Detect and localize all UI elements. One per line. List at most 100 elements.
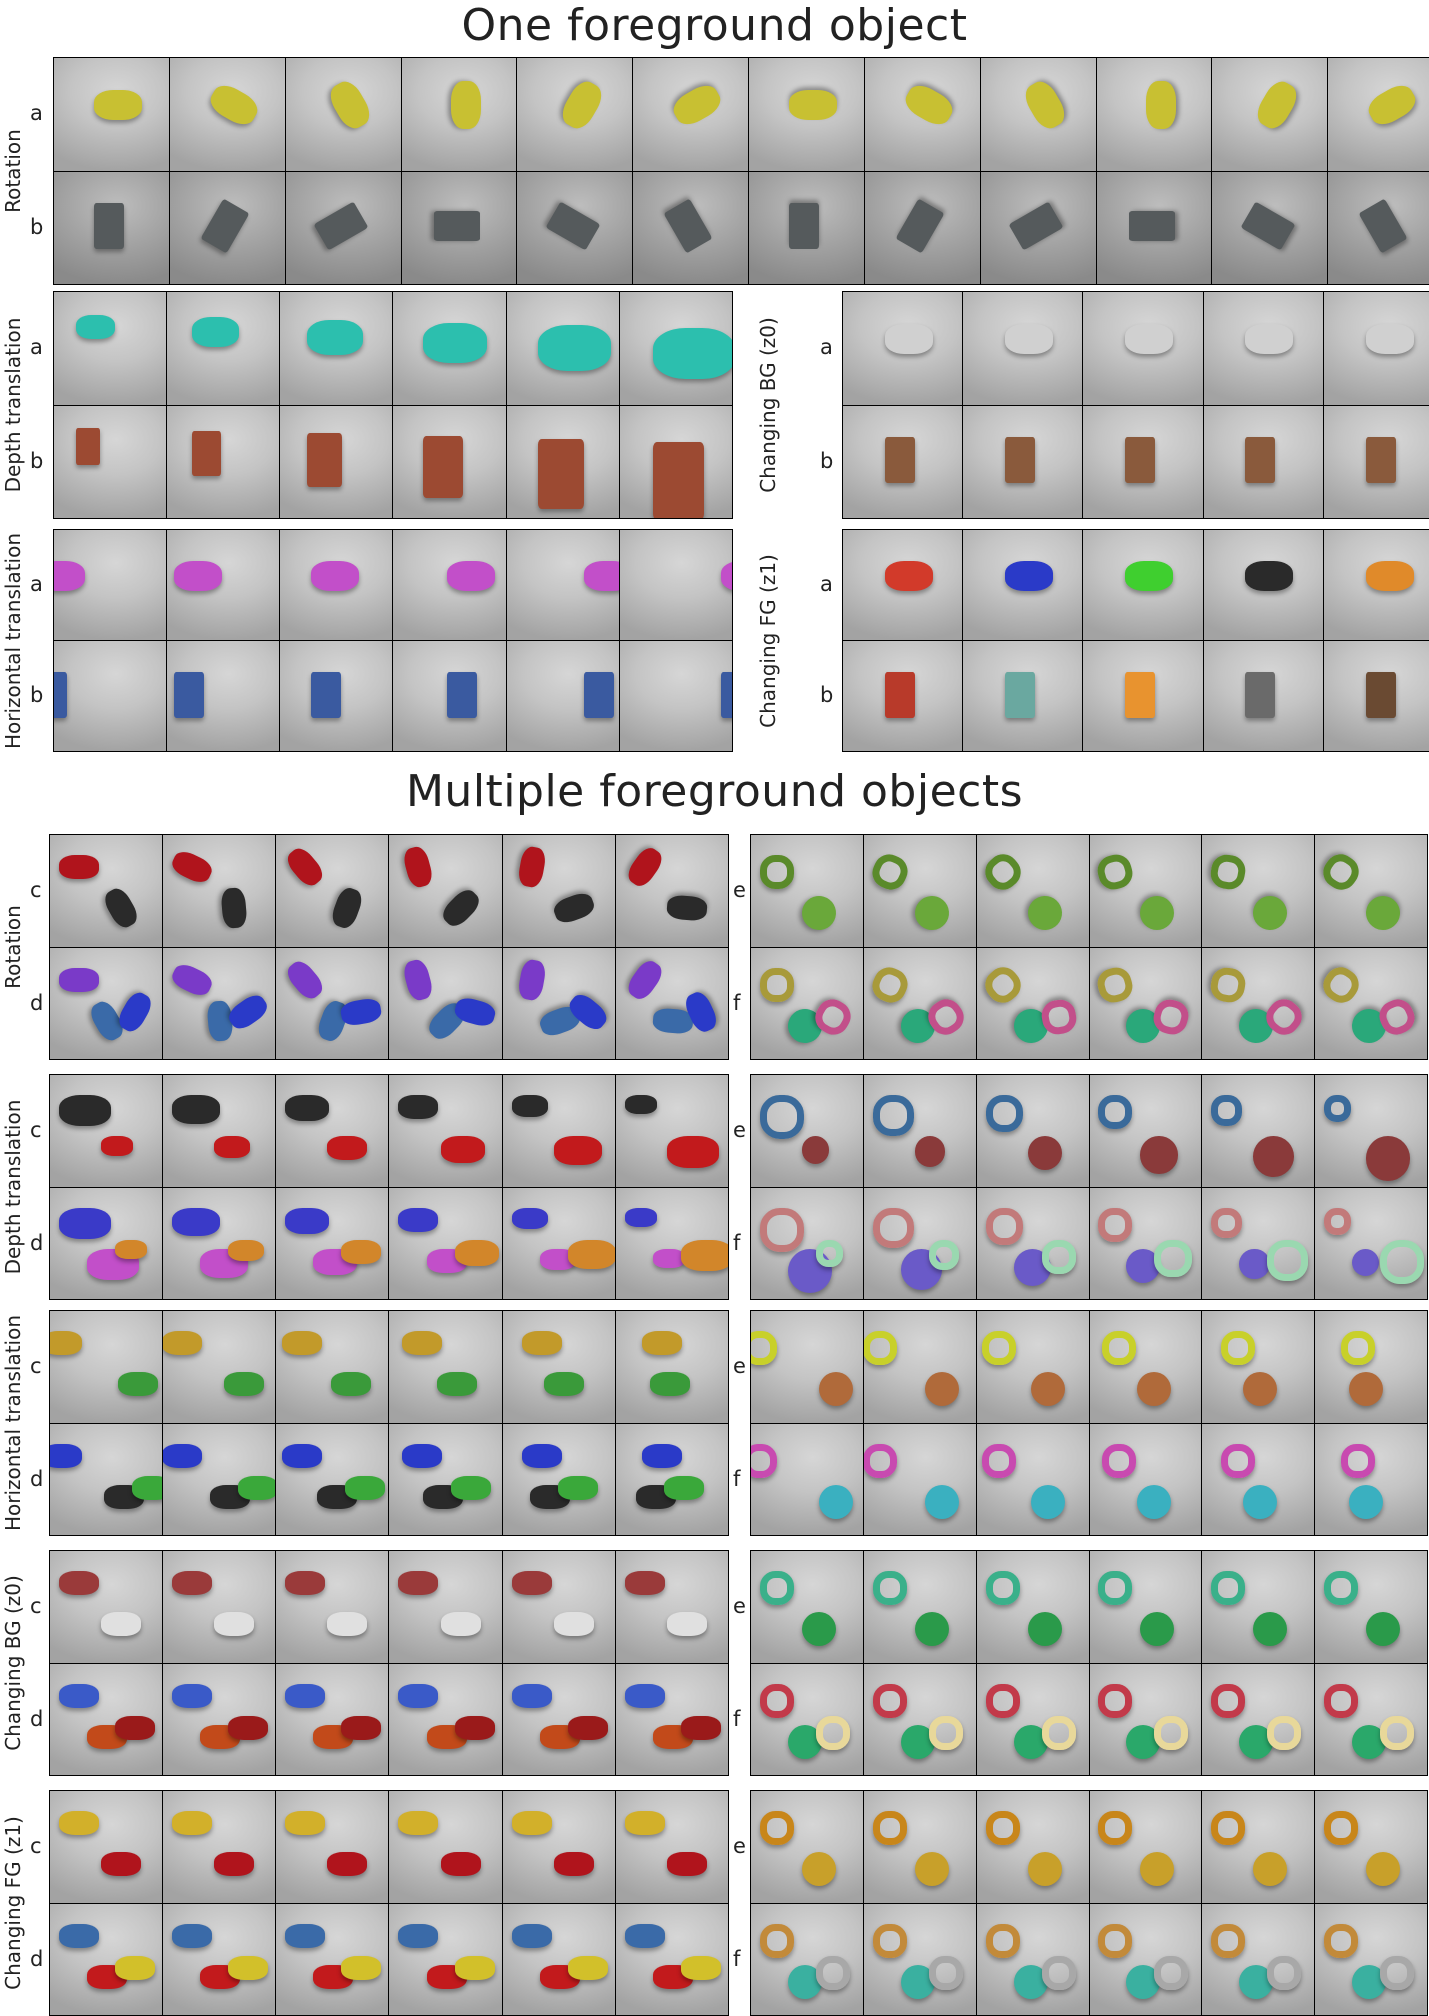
- ring-render: [872, 1571, 907, 1606]
- image-tile: [50, 1551, 163, 1663]
- group-axis-label: Changing FG (z1): [756, 553, 780, 728]
- chair-render: [191, 430, 222, 476]
- group-axis-label: Changing BG (z0): [756, 317, 780, 493]
- image-tile: [1202, 1311, 1315, 1423]
- image-tile: [1202, 1663, 1315, 1775]
- ring-render: [1101, 1443, 1136, 1478]
- car-render: [1365, 323, 1414, 354]
- sphere-render: [795, 890, 843, 937]
- ring-render: [1324, 1811, 1359, 1846]
- car-render: [58, 1207, 111, 1239]
- sphere-render: [818, 1372, 853, 1407]
- chair-render: [1358, 198, 1408, 254]
- section-heading-multiple-objects: Multiple foreground objects: [405, 766, 1024, 817]
- ring-render: [751, 1443, 778, 1478]
- car-render: [58, 967, 99, 992]
- car-render: [653, 328, 732, 379]
- image-grid: [53, 291, 733, 519]
- car-render: [543, 1372, 584, 1397]
- ring-render: [1098, 1683, 1133, 1718]
- image-tile: [276, 1903, 389, 2015]
- image-tile: [1323, 530, 1429, 640]
- image-tile: [163, 1551, 276, 1663]
- row-label: f: [733, 1946, 741, 1971]
- car-render: [341, 1239, 382, 1264]
- image-tile: [506, 530, 619, 640]
- sphere-render: [914, 1852, 949, 1887]
- car-render: [285, 1571, 326, 1596]
- image-tile: [50, 1311, 163, 1423]
- image-tile: [980, 171, 1096, 284]
- row-label: a: [30, 571, 43, 596]
- ring-render: [928, 1715, 963, 1750]
- image-tile: [517, 171, 633, 284]
- image-tile: [751, 947, 863, 1059]
- image-tile: [276, 947, 389, 1059]
- ring-render: [872, 1095, 914, 1136]
- image-tile: [163, 1075, 276, 1187]
- image-grid: [842, 291, 1429, 519]
- image-tile: [863, 1551, 976, 1663]
- group-axis-label: Depth translation: [1, 317, 25, 493]
- ring-render: [815, 1239, 844, 1268]
- image-tile: [1089, 1311, 1202, 1423]
- image-tile: [50, 1903, 163, 2015]
- sphere-render: [1027, 1136, 1062, 1171]
- image-tile: [280, 405, 393, 518]
- ring-render: [759, 1811, 794, 1846]
- car-render: [440, 1612, 481, 1637]
- image-tile: [50, 1075, 163, 1187]
- car-render: [339, 996, 384, 1028]
- chair-render: [422, 436, 463, 498]
- car-render: [214, 1612, 255, 1637]
- group-axis-label: Changing FG (z1): [1, 1816, 25, 1990]
- image-grid: [49, 1790, 729, 2016]
- car-render: [511, 1683, 552, 1708]
- image-grid: [750, 1310, 1428, 1536]
- row-label: e: [733, 1117, 746, 1142]
- sphere-render: [924, 1372, 959, 1407]
- car-render: [163, 1331, 203, 1356]
- image-tile: [502, 1075, 615, 1187]
- image-tile: [276, 1663, 389, 1775]
- car-render: [401, 957, 436, 1002]
- image-tile: [1328, 58, 1429, 171]
- image-tile: [393, 292, 506, 405]
- car-render: [440, 1136, 485, 1163]
- image-tile: [389, 1075, 502, 1187]
- sphere-render: [1253, 1136, 1294, 1178]
- image-tile: [843, 530, 963, 640]
- group-axis-label: Changing BG (z0): [1, 1575, 25, 1751]
- car-render: [666, 1612, 707, 1637]
- image-tile: [615, 1663, 728, 1775]
- ring-render: [872, 1683, 907, 1718]
- image-grid: [53, 57, 1429, 285]
- sphere-render: [1243, 1372, 1278, 1407]
- image-tile: [50, 1663, 163, 1775]
- row-label: d: [30, 1230, 44, 1255]
- image-grid: [750, 1550, 1428, 1776]
- image-tile: [163, 947, 276, 1059]
- car-render: [50, 1331, 83, 1356]
- ring-render: [1094, 851, 1137, 893]
- sphere-render: [1030, 1372, 1065, 1407]
- car-render: [50, 1443, 83, 1468]
- ring-render: [1098, 1571, 1133, 1606]
- ring-render: [982, 1443, 1017, 1478]
- image-tile: [863, 1903, 976, 2015]
- car-render: [624, 1811, 665, 1836]
- car-render: [1019, 76, 1070, 133]
- chair-render: [1008, 201, 1064, 251]
- image-tile: [749, 171, 864, 284]
- group-axis-label: Depth translation: [1, 1099, 25, 1275]
- image-tile: [167, 292, 280, 405]
- car-render: [454, 1955, 495, 1980]
- image-tile: [280, 292, 393, 405]
- ring-render: [863, 1331, 897, 1366]
- image-tile: [843, 641, 963, 751]
- car-render: [680, 1955, 721, 1980]
- row-label: d: [30, 1706, 44, 1731]
- ring-render: [1317, 960, 1365, 1009]
- row-label: f: [733, 1466, 741, 1491]
- sphere-render: [1030, 1484, 1065, 1519]
